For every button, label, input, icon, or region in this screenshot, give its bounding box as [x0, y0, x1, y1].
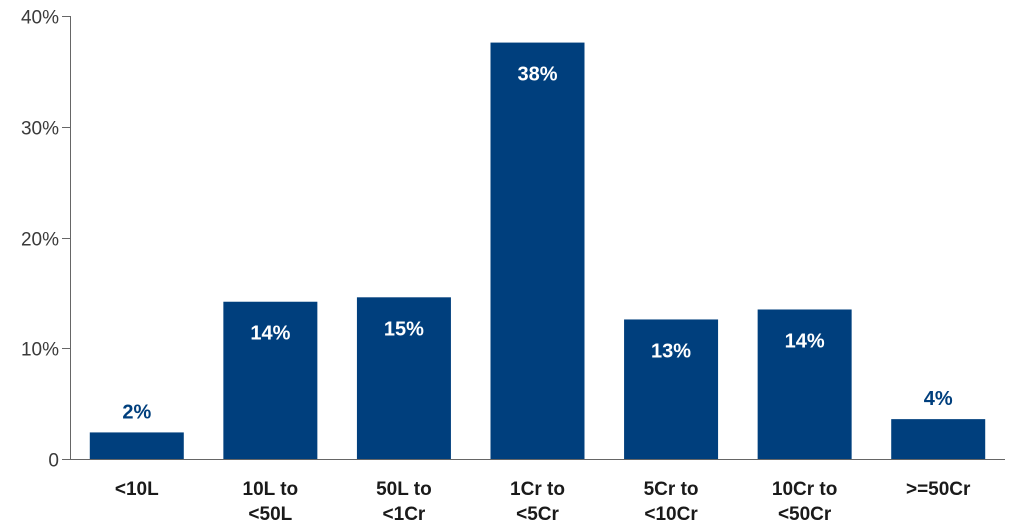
- y-tick-label: 0: [48, 451, 59, 472]
- x-category-label: 10Cr to <50Cr: [772, 479, 837, 525]
- x-category-label: >=50Cr: [906, 479, 971, 500]
- x-category-label-line: <50L: [248, 504, 292, 525]
- y-tick-label: 40%: [21, 8, 59, 29]
- bar-data-label: 14%: [785, 330, 825, 352]
- x-category-label-line: <1Cr: [383, 504, 426, 525]
- x-axis: <10L 10L to <50L 50L to <1Cr 1Cr to <5Cr 5Cr to…: [70, 459, 1005, 525]
- bar-data-label: 2%: [122, 401, 151, 423]
- x-category-label: <10L: [115, 479, 159, 500]
- x-category-label: 1Cr to <5Cr: [510, 479, 565, 525]
- bar-data-label: 13%: [651, 340, 691, 362]
- bar-data-label: 4%: [924, 388, 953, 410]
- bar: [624, 319, 719, 459]
- bar: [891, 419, 986, 459]
- x-category-label-line: <5Cr: [516, 504, 559, 525]
- bars: 2% 14% 15% 38% 13% 14% 4%: [89, 42, 986, 460]
- x-category-label-line: 50L to: [376, 479, 432, 500]
- y-tick-label: 30%: [21, 119, 59, 140]
- bar-data-label: 38%: [517, 64, 557, 86]
- bar: [757, 309, 852, 459]
- x-category-label: 50L to <1Cr: [376, 479, 432, 525]
- x-category-label-line: <10Cr: [644, 504, 698, 525]
- x-category-label-line: <10L: [115, 479, 159, 500]
- y-tick-label: 10%: [21, 340, 59, 361]
- y-tick-label: 20%: [21, 230, 59, 251]
- x-category-label-line: >=50Cr: [906, 479, 971, 500]
- x-category-label-line: 10L to: [243, 479, 299, 500]
- bar-data-label: 14%: [250, 323, 290, 345]
- bar: [356, 297, 451, 459]
- bar-data-label: 15%: [384, 318, 424, 340]
- x-category-label: 10L to <50L: [243, 479, 299, 525]
- x-category-label-line: <50Cr: [778, 504, 832, 525]
- x-category-label-line: 1Cr to: [510, 479, 565, 500]
- bar: [223, 301, 318, 459]
- x-category-label-line: 5Cr to: [644, 479, 699, 500]
- x-category-label: 5Cr to <10Cr: [644, 479, 699, 525]
- y-axis: 0 10% 20% 30% 40%: [21, 8, 71, 472]
- bar: [89, 432, 184, 459]
- x-category-label-line: 10Cr to: [772, 479, 837, 500]
- bar: [490, 42, 585, 460]
